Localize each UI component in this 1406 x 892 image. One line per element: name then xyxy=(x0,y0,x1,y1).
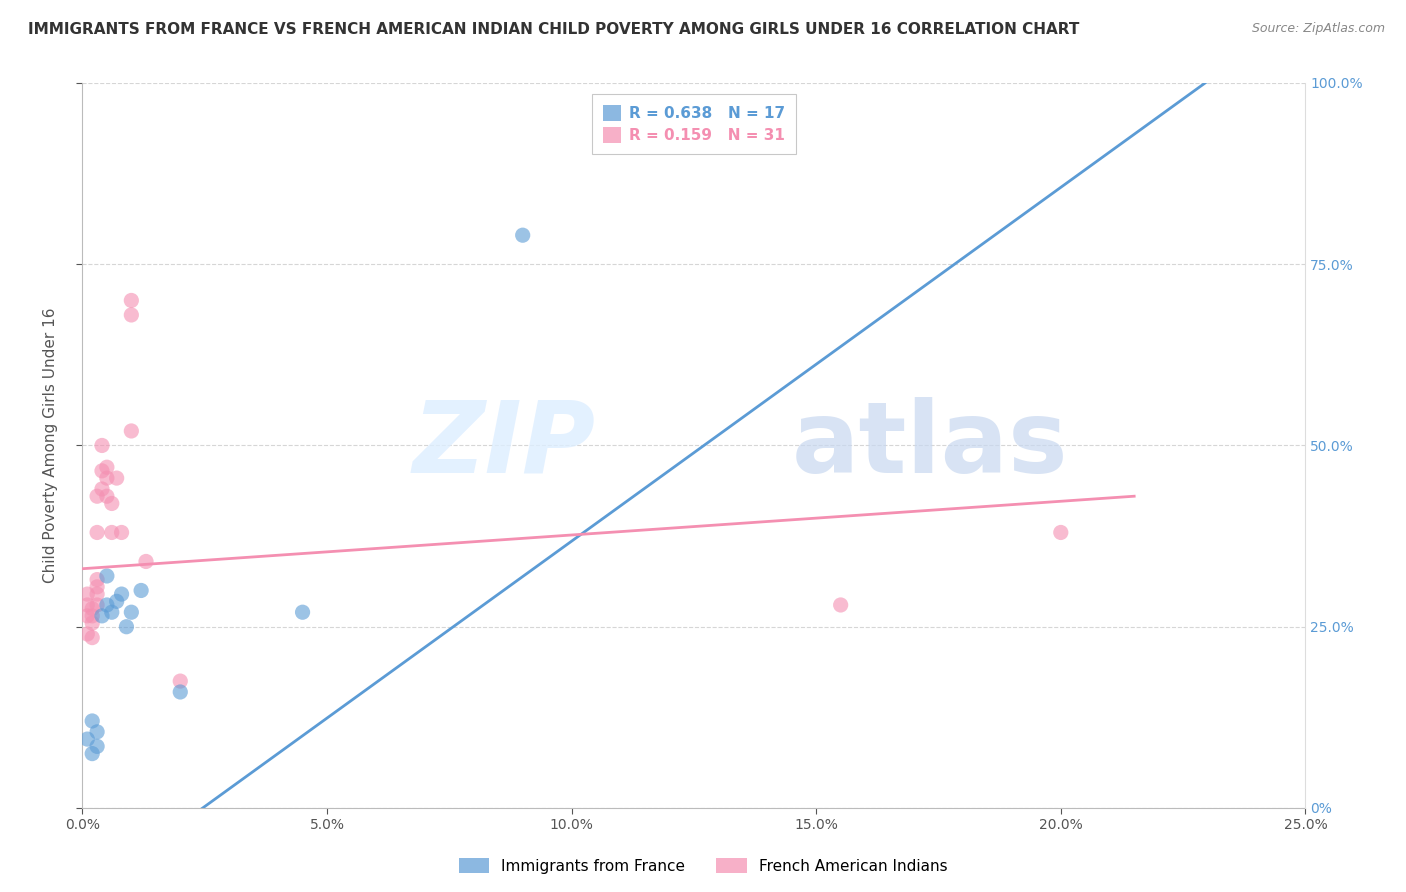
Point xyxy=(120,424,142,438)
Point xyxy=(105,594,128,608)
Point xyxy=(86,525,108,540)
Point xyxy=(110,525,132,540)
Point xyxy=(91,438,114,452)
Point xyxy=(91,464,114,478)
Point xyxy=(82,714,104,728)
Text: atlas: atlas xyxy=(792,397,1069,494)
Text: Source: ZipAtlas.com: Source: ZipAtlas.com xyxy=(1251,22,1385,36)
Point xyxy=(86,739,108,754)
Point xyxy=(76,608,98,623)
Point xyxy=(82,616,104,631)
Point xyxy=(91,482,114,496)
Point xyxy=(1049,525,1071,540)
Point xyxy=(76,627,98,641)
Point xyxy=(82,631,104,645)
Legend: R = 0.638   N = 17, R = 0.159   N = 31: R = 0.638 N = 17, R = 0.159 N = 31 xyxy=(592,95,796,153)
Point xyxy=(82,608,104,623)
Point xyxy=(100,525,122,540)
Point xyxy=(86,724,108,739)
Point xyxy=(76,598,98,612)
Point xyxy=(135,554,157,568)
Point xyxy=(96,569,118,583)
Point xyxy=(512,228,534,243)
Point xyxy=(96,598,118,612)
Legend: Immigrants from France, French American Indians: Immigrants from France, French American … xyxy=(453,852,953,880)
Point xyxy=(86,489,108,503)
Point xyxy=(169,674,191,689)
Point xyxy=(76,587,98,601)
Point xyxy=(86,580,108,594)
Point xyxy=(86,587,108,601)
Point xyxy=(110,587,132,601)
Point xyxy=(120,605,142,619)
Point xyxy=(291,605,314,619)
Point xyxy=(100,496,122,510)
Y-axis label: Child Poverty Among Girls Under 16: Child Poverty Among Girls Under 16 xyxy=(44,308,58,583)
Point xyxy=(76,732,98,747)
Point xyxy=(96,460,118,475)
Point xyxy=(115,620,138,634)
Text: ZIP: ZIP xyxy=(413,397,596,494)
Point xyxy=(82,601,104,615)
Point xyxy=(169,685,191,699)
Point xyxy=(96,471,118,485)
Point xyxy=(120,308,142,322)
Point xyxy=(105,471,128,485)
Point xyxy=(96,489,118,503)
Point xyxy=(86,573,108,587)
Point xyxy=(129,583,152,598)
Point xyxy=(830,598,852,612)
Point xyxy=(120,293,142,308)
Point xyxy=(86,598,108,612)
Point xyxy=(91,608,114,623)
Text: IMMIGRANTS FROM FRANCE VS FRENCH AMERICAN INDIAN CHILD POVERTY AMONG GIRLS UNDER: IMMIGRANTS FROM FRANCE VS FRENCH AMERICA… xyxy=(28,22,1080,37)
Point xyxy=(82,747,104,761)
Point xyxy=(100,605,122,619)
